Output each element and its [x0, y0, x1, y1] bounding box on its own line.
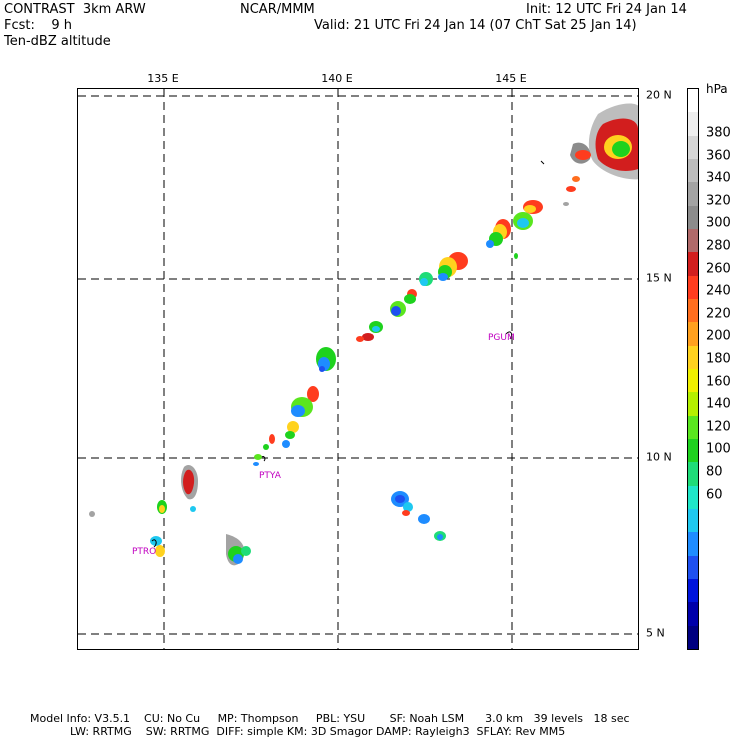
colorbar	[687, 88, 699, 650]
colorbar-tick-label: 360	[706, 148, 731, 164]
colorbar-tick-label: 320	[706, 193, 731, 209]
forecast-hour: Fcst: 9 h	[4, 18, 73, 33]
map-canvas	[78, 89, 638, 649]
colorbar-tick-label: 120	[706, 419, 731, 435]
colorbar-segment	[688, 485, 698, 510]
model-title: CONTRAST 3km ARW	[4, 2, 146, 17]
colorbar-segment	[688, 369, 698, 393]
colorbar-segment	[688, 205, 698, 230]
colorbar-segment	[688, 439, 698, 463]
echo-band-main	[253, 200, 543, 466]
echo-cluster-central	[391, 491, 446, 541]
colorbar-segment	[688, 322, 698, 347]
field-name: Ten-dBZ altitude	[4, 34, 111, 49]
colorbar-segment	[688, 509, 698, 533]
colorbar-tick-label: 80	[706, 464, 723, 480]
colorbar-segment	[688, 345, 698, 370]
lat-label-15: 15 N	[646, 271, 672, 285]
colorbar-segment	[688, 625, 698, 650]
colorbar-tick-label: 100	[706, 441, 731, 457]
colorbar-segment	[688, 112, 698, 137]
colorbar-segment	[688, 555, 698, 580]
colorbar-segment	[688, 89, 698, 113]
colorbar-segment	[688, 462, 698, 487]
colorbar-tick-label: 200	[706, 328, 731, 344]
colorbar-segment	[688, 229, 698, 253]
colorbar-segment	[688, 415, 698, 440]
colorbar-tick-label: 140	[706, 396, 731, 412]
colorbar-tick-label: 380	[706, 125, 731, 141]
station-ptya: PTYA	[259, 471, 281, 481]
init-time: Init: 12 UTC Fri 24 Jan 14	[526, 2, 687, 17]
colorbar-unit: hPa	[706, 82, 728, 96]
colorbar-tick-label: 240	[706, 283, 731, 299]
organization: NCAR/MMM	[240, 2, 315, 17]
colorbar-tick-label: 180	[706, 351, 731, 367]
colorbar-segment	[688, 275, 698, 300]
colorbar-segment	[688, 602, 698, 627]
colorbar-tick-label: 340	[706, 170, 731, 186]
colorbar-segment	[688, 392, 698, 417]
colorbar-segment	[688, 182, 698, 207]
colorbar-segment	[688, 135, 698, 160]
lon-label-145: 145 E	[495, 72, 527, 85]
colorbar-segment	[688, 579, 698, 603]
colorbar-segment	[688, 299, 698, 323]
map-panel	[77, 88, 639, 650]
colorbar-tick-label: 220	[706, 306, 731, 322]
footer-physics-info: LW: RRTMG SW: RRTMG DIFF: simple KM: 3D …	[70, 725, 566, 738]
colorbar-segment	[688, 532, 698, 557]
footer-model-info: Model Info: V3.5.1 CU: No Cu MP: Thompso…	[30, 712, 630, 725]
lat-label-10: 10 N	[646, 450, 672, 464]
graticule	[78, 89, 638, 649]
station-ptro: PTRO	[132, 547, 157, 557]
colorbar-tick-label: 260	[706, 261, 731, 277]
lat-label-20: 20 N	[646, 88, 672, 102]
station-pgum: PGUM	[488, 333, 515, 343]
colorbar-tick-label: 300	[706, 215, 731, 231]
colorbar-tick-label: 280	[706, 238, 731, 254]
colorbar-tick-label: 60	[706, 487, 723, 503]
lon-label-140: 140 E	[321, 72, 353, 85]
colorbar-segment	[688, 159, 698, 183]
colorbar-tick-label: 160	[706, 374, 731, 390]
lat-label-5: 5 N	[646, 626, 665, 640]
colorbar-segment	[688, 252, 698, 277]
lon-label-135: 135 E	[147, 72, 179, 85]
echo-cluster-sw	[89, 464, 251, 566]
valid-time: Valid: 21 UTC Fri 24 Jan 14 (07 ChT Sat …	[314, 18, 637, 33]
echo-cluster-ne	[563, 103, 638, 206]
coastlines	[151, 160, 545, 548]
